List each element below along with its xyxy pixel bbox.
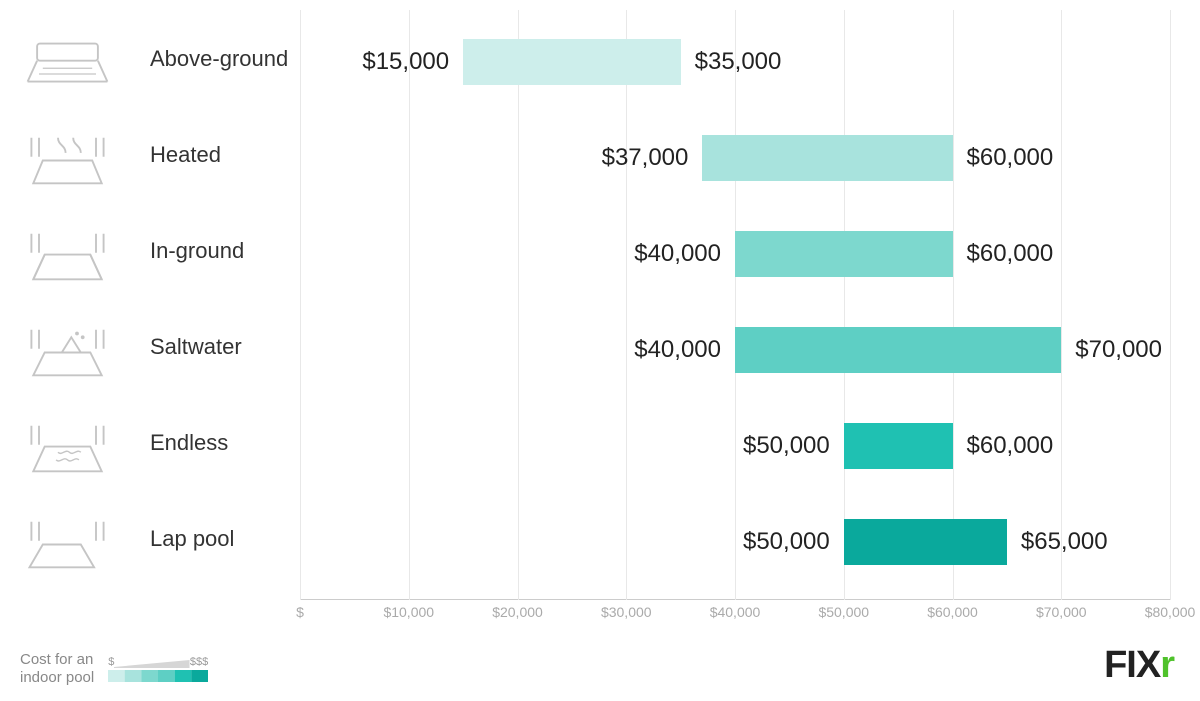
chart-row: Lap pool $50,000 $65,000 [0, 494, 1200, 590]
row-label: Lap pool [150, 494, 234, 584]
pool-type-icon [20, 132, 115, 186]
logo-text: FIX [1104, 644, 1160, 686]
high-value-label: $35,000 [695, 14, 782, 110]
legend-wedge-icon [114, 660, 190, 668]
chart-row: Endless $50,000 $60,000 [0, 398, 1200, 494]
pool-type-icon [20, 36, 115, 90]
x-axis-tick-label: $ [296, 604, 304, 620]
chart-row: Saltwater $40,000 $70,000 [0, 302, 1200, 398]
low-value-label: $15,000 [362, 14, 449, 110]
legend-dollar-row: $ $$$ [108, 656, 208, 668]
x-axis-tick-label: $10,000 [383, 604, 434, 620]
x-axis-tick-label: $40,000 [710, 604, 761, 620]
x-axis-tick-label: $50,000 [818, 604, 869, 620]
range-bar [735, 231, 953, 277]
legend-high-symbol: $$$ [190, 656, 208, 668]
logo-accent: r [1160, 644, 1174, 686]
legend-title-line2: indoor pool [20, 669, 94, 686]
range-bar [844, 423, 953, 469]
range-bar [463, 39, 681, 85]
pool-type-icon [20, 516, 115, 570]
high-value-label: $65,000 [1021, 494, 1108, 590]
low-value-label: $40,000 [634, 302, 721, 398]
range-bar [735, 327, 1061, 373]
high-value-label: $60,000 [967, 110, 1054, 206]
legend-title: Cost for an indoor pool [20, 651, 94, 687]
legend-title-line1: Cost for an [20, 651, 93, 668]
chart-row: In-ground $40,000 $60,000 [0, 206, 1200, 302]
high-value-label: $60,000 [967, 206, 1054, 302]
row-label: In-ground [150, 206, 244, 296]
range-bar [702, 135, 952, 181]
chart-row: Heated $37,000 $60,000 [0, 110, 1200, 206]
high-value-label: $70,000 [1075, 302, 1162, 398]
range-bar [844, 519, 1007, 565]
x-axis-tick-label: $30,000 [601, 604, 652, 620]
row-label: Endless [150, 398, 228, 488]
x-axis-tick-label: $80,000 [1145, 604, 1196, 620]
legend: Cost for an indoor pool $ $$$ [20, 651, 208, 687]
pool-type-icon [20, 420, 115, 474]
x-axis-tick-label: $20,000 [492, 604, 543, 620]
legend-scale: $ $$$ [108, 656, 208, 682]
low-value-label: $37,000 [602, 110, 689, 206]
high-value-label: $60,000 [967, 398, 1054, 494]
fixr-logo: FIXr [1104, 644, 1174, 687]
low-value-label: $50,000 [743, 494, 830, 590]
legend-gradient-icon [108, 670, 208, 682]
x-axis-tick-label: $70,000 [1036, 604, 1087, 620]
row-label: Heated [150, 110, 221, 200]
x-axis-tick-label: $60,000 [927, 604, 978, 620]
chart-row: Above-ground $15,000 $35,000 [0, 14, 1200, 110]
low-value-label: $50,000 [743, 398, 830, 494]
pool-type-icon [20, 228, 115, 282]
row-label: Above-ground [150, 14, 288, 104]
low-value-label: $40,000 [634, 206, 721, 302]
row-label: Saltwater [150, 302, 242, 392]
pool-type-icon [20, 324, 115, 378]
